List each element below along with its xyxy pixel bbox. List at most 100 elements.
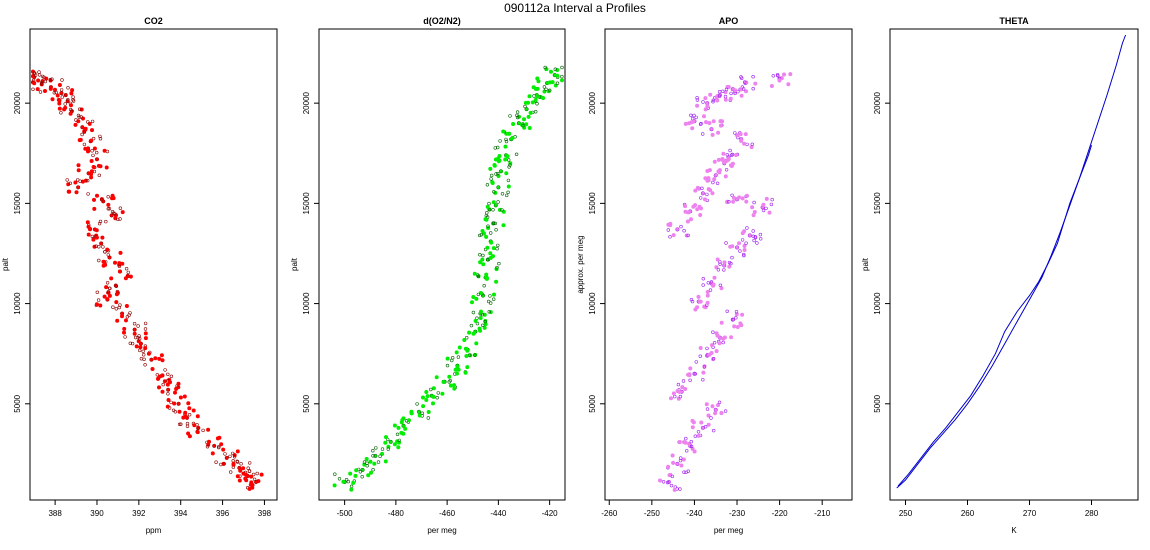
data-point [476,274,480,279]
data-point [86,232,91,237]
data-point [475,321,480,326]
data-point [456,355,461,359]
data-point [463,370,468,375]
y-tick-label: 5000 [873,394,882,412]
data-point [143,331,148,336]
data-point [698,122,703,126]
data-point [743,132,748,137]
data-point [371,449,375,453]
data-point [713,407,718,412]
data-point [738,87,743,92]
data-point [206,427,211,432]
data-point [711,428,716,433]
data-point [745,142,749,147]
data-point [386,447,390,451]
data-point [690,116,695,121]
data-point [52,91,56,95]
data-point [108,286,112,291]
data-point [97,245,101,249]
x-tick-label: -260 [601,509,618,518]
data-point [249,480,254,485]
data-point [715,181,720,186]
data-point [86,148,91,153]
data-point [95,290,100,294]
data-point [457,345,462,350]
data-point [464,353,469,358]
data-point [786,82,791,87]
data-point [73,180,78,185]
data-point [120,314,125,319]
data-point [693,434,697,438]
data-point [689,444,694,449]
data-point [679,463,684,468]
data-point [700,191,705,196]
data-point [680,385,685,390]
data-point [106,253,111,257]
data-point [516,121,521,126]
data-point [764,196,769,201]
data-point [392,423,397,428]
data-point [695,98,700,102]
data-point [701,370,706,375]
data-point [491,200,496,205]
data-point [224,455,229,460]
data-point [165,404,170,409]
data-point [99,197,104,202]
data-point [142,353,146,357]
data-point [214,460,218,464]
data-point [173,410,178,414]
data-point [747,233,752,238]
data-point [117,269,122,274]
data-point [718,260,722,264]
data-point [94,157,100,162]
data-point [161,382,165,387]
data-point [717,400,722,404]
data-point [711,119,716,124]
data-point [76,168,81,173]
data-point [738,249,742,253]
data-point [346,479,350,484]
data-point [700,132,705,136]
data-point [332,483,337,488]
data-point [531,85,536,90]
data-point [143,327,148,331]
data-point [396,425,401,430]
data-point [494,228,498,232]
data-point [86,192,90,196]
panel-title: d(O2/N2) [423,16,461,26]
x-tick-label: -420 [542,509,559,518]
data-point [504,137,508,142]
data-point [104,285,109,290]
data-point [665,480,670,485]
data-point [740,238,745,242]
data-point [488,251,493,256]
data-point [138,337,142,341]
data-point [57,83,62,88]
data-point [90,119,95,124]
data-point [560,74,564,79]
data-point [717,89,722,94]
data-point [739,138,744,143]
data-point [715,257,720,262]
data-point [657,478,662,483]
data-point [698,345,703,350]
data-point [362,462,367,467]
data-point [501,209,506,214]
data-point [451,356,455,360]
data-point [221,447,226,452]
data-point [490,254,495,259]
data-point [76,163,81,168]
data-point [109,276,114,281]
data-point [122,326,127,331]
data-point [698,196,703,200]
data-point [731,317,735,322]
data-point [39,81,44,85]
data-point [59,111,63,115]
data-point [666,464,671,469]
data-point [706,281,710,285]
data-point [742,248,747,253]
data-point [107,207,112,211]
data-point [94,150,99,155]
data-point [66,189,71,194]
